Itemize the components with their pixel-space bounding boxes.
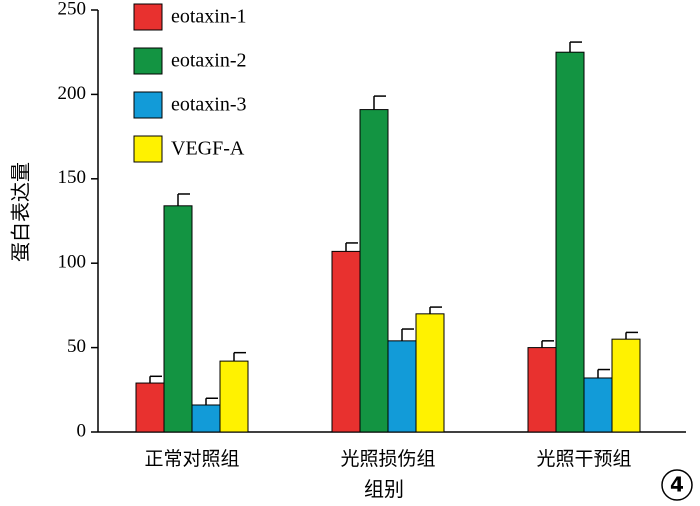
legend-label-VEGF-A: VEGF-A	[171, 138, 245, 160]
y-tick-label-4: 200	[58, 83, 87, 104]
legend: eotaxin-1 eotaxin-2 eotaxin-3 VEGF-A	[133, 3, 247, 163]
panel-label: 4	[670, 473, 684, 497]
bar-eotaxin-2-2	[555, 51, 585, 433]
category-label-1: 光照损伤组	[340, 448, 435, 470]
y-tick-label-2: 100	[58, 252, 87, 273]
legend-swatch-eotaxin-1	[133, 3, 163, 31]
legend-swatch-VEGF-A	[133, 135, 163, 163]
legend-label-eotaxin-3: eotaxin-3	[171, 94, 247, 116]
bar-VEGF-A-1	[415, 313, 445, 433]
bar-eotaxin-1-1	[331, 250, 361, 433]
legend-label-eotaxin-1: eotaxin-1	[171, 6, 247, 28]
category-label-0: 正常对照组	[144, 448, 239, 470]
legend-swatch-eotaxin-3	[133, 91, 163, 119]
y-ticks: 0 50 100 150 200 250	[58, 0, 98, 441]
y-tick-label-3: 150	[58, 167, 87, 188]
error-bars	[149, 41, 638, 405]
y-tick-label-1: 50	[67, 336, 86, 357]
legend-label-eotaxin-2: eotaxin-2	[171, 50, 247, 72]
y-tick-label-0: 0	[77, 420, 87, 441]
bar-eotaxin-3-1	[387, 340, 417, 433]
bar-VEGF-A-0	[219, 360, 249, 433]
bar-eotaxin-2-0	[163, 205, 193, 433]
bar-eotaxin-2-1	[359, 109, 389, 433]
category-labels: 正常对照组 光照损伤组 光照干预组	[144, 448, 631, 470]
bar-eotaxin-3-0	[191, 404, 221, 433]
panel-badge-circle	[661, 469, 693, 501]
bar-eotaxin-1-0	[135, 382, 165, 433]
x-axis-title: 组别	[364, 477, 404, 501]
category-label-2: 光照干预组	[536, 448, 631, 470]
legend-swatch-eotaxin-2	[133, 47, 163, 75]
bar-eotaxin-1-2	[527, 347, 557, 433]
bar-eotaxin-3-2	[583, 377, 613, 433]
bars	[135, 51, 641, 433]
y-tick-label-5: 250	[58, 0, 87, 19]
panel-badge: 4	[661, 469, 693, 501]
y-axis-title: 蛋白表达量	[9, 162, 33, 262]
bar-VEGF-A-2	[611, 338, 641, 433]
